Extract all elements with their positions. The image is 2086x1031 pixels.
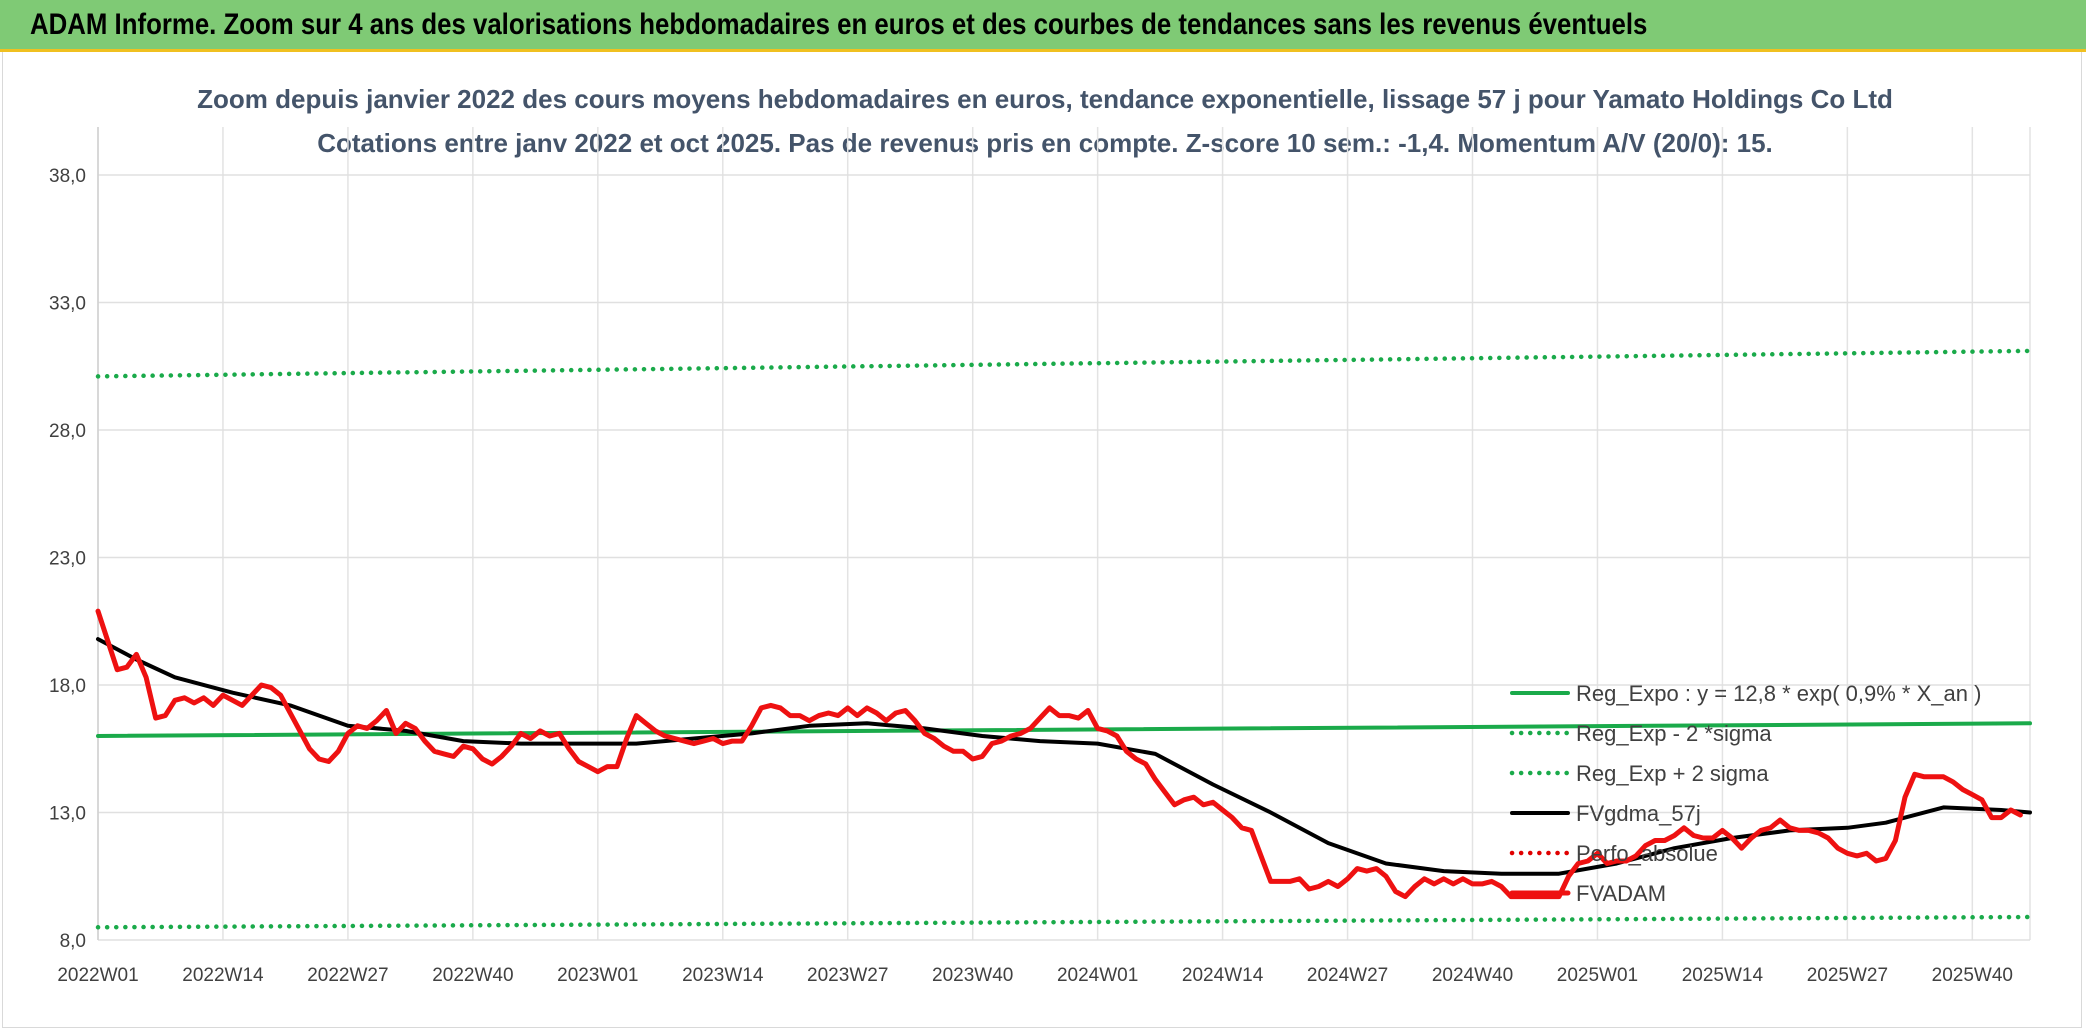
chart-subtitle: Cotations entre janv 2022 et oct 2025. P… [317, 128, 1773, 158]
x-tick-label: 2023W01 [557, 965, 638, 986]
report-banner: ADAM Informe. Zoom sur 4 ans des valoris… [0, 0, 2086, 52]
x-tick-label: 2022W40 [432, 965, 513, 986]
x-tick-label: 2023W40 [932, 965, 1013, 986]
legend-label-0: Reg_Expo : y = 12,8 * exp( 0,9% * X_an ) [1576, 681, 1981, 706]
x-tick-label: 2025W14 [1682, 965, 1764, 986]
y-tick-label: 23,0 [49, 549, 86, 570]
series-line-5 [95, 608, 2023, 900]
x-tick-label: 2024W40 [1432, 965, 1513, 986]
y-tick-label: 8,0 [60, 931, 86, 952]
x-tick-label: 2025W40 [1932, 965, 2013, 986]
legend-label-2: Reg_Exp + 2 sigma [1576, 761, 1769, 786]
x-tick-label: 2022W01 [57, 965, 138, 986]
series-line-3 [96, 637, 2032, 876]
series-line-2 [95, 348, 2033, 379]
x-tick-label: 2024W01 [1057, 965, 1138, 986]
y-tick-label: 28,0 [49, 421, 86, 442]
chart-frame [2, 52, 2082, 1028]
legend-label-5: FVADAM [1576, 881, 1666, 906]
x-tick-label: 2022W27 [307, 965, 388, 986]
x-tick-label: 2022W14 [182, 965, 264, 986]
report-title: ADAM Informe. Zoom sur 4 ans des valoris… [30, 8, 1648, 41]
y-tick-label: 18,0 [49, 676, 86, 697]
y-tick-label: 33,0 [49, 294, 86, 315]
x-tick-label: 2025W27 [1807, 965, 1888, 986]
legend-label-4: Perfo_absolue [1576, 841, 1718, 866]
x-tick-label: 2023W27 [807, 965, 888, 986]
x-tick-label: 2025W01 [1557, 965, 1638, 986]
legend-label-1: Reg_Exp - 2 *sigma [1576, 721, 1772, 746]
y-tick-label: 13,0 [49, 804, 86, 825]
y-tick-label: 38,0 [49, 166, 86, 187]
legend-label-3: FVgdma_57j [1576, 801, 1701, 826]
x-tick-label: 2024W14 [1182, 965, 1264, 986]
series-line-1 [95, 914, 2033, 930]
chart-title: Zoom depuis janvier 2022 des cours moyen… [197, 84, 1893, 114]
x-tick-label: 2023W14 [682, 965, 764, 986]
x-tick-label: 2024W27 [1307, 965, 1388, 986]
